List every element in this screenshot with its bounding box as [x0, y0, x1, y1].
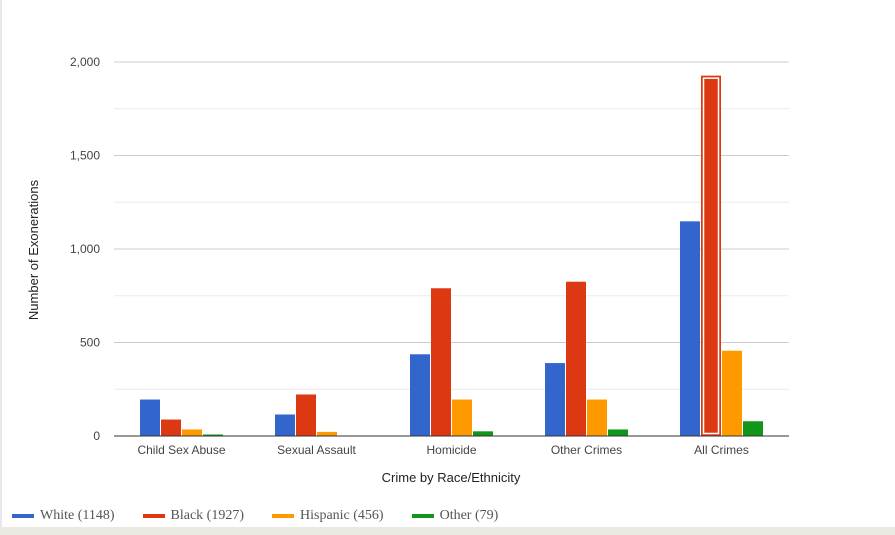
legend-label: White (1148)	[40, 508, 115, 523]
bar[interactable]	[317, 431, 337, 436]
x-tick-label: All Crimes	[694, 443, 749, 457]
bar-highlight	[702, 77, 720, 435]
bar[interactable]	[680, 221, 700, 436]
x-tick-label: Homicide	[426, 443, 476, 457]
bar[interactable]	[431, 288, 451, 436]
x-tick-label: Child Sex Abuse	[137, 443, 225, 457]
y-tick-label: 1,500	[70, 149, 100, 163]
bar[interactable]	[182, 429, 202, 436]
legend-label: Black (1927)	[170, 508, 244, 523]
bar[interactable]	[473, 431, 493, 436]
bar[interactable]	[743, 421, 763, 436]
bar[interactable]	[608, 429, 628, 436]
legend: White (1148) Black (1927) Hispanic (456) Ot…	[0, 505, 895, 527]
legend-label: Hispanic (456)	[300, 508, 384, 523]
bar[interactable]	[566, 281, 586, 436]
legend-item[interactable]: White (1148)	[12, 508, 115, 524]
bar[interactable]	[161, 419, 181, 436]
left-border	[0, 0, 2, 527]
bar[interactable]	[587, 399, 607, 436]
chart-canvas: 0 500 1,000 1,500 2,000 Child Sex Abuse Sexual…	[26, 55, 789, 485]
bar[interactable]	[452, 399, 472, 436]
legend-swatch	[411, 514, 434, 518]
legend-swatch	[142, 514, 165, 518]
bar[interactable]	[203, 434, 223, 436]
legend-swatch	[12, 514, 34, 518]
axes: 0 500 1,000 1,500 2,000 Child Sex Abuse Sexual…	[70, 55, 789, 457]
y-tick-label: 2,000	[70, 55, 100, 69]
bar[interactable]	[296, 394, 316, 436]
gridlines	[114, 61, 789, 390]
y-tick-label: 0	[93, 429, 100, 443]
x-tick-label: Sexual Assault	[277, 443, 356, 457]
legend-item[interactable]: Black (1927)	[142, 508, 244, 524]
bar[interactable]	[275, 414, 295, 436]
y-tick-label: 1,000	[70, 242, 100, 256]
y-tick-label: 500	[80, 336, 100, 350]
legend-item[interactable]: Other (79)	[411, 508, 499, 524]
bar[interactable]	[410, 354, 430, 436]
bars	[140, 75, 763, 437]
bar[interactable]	[722, 350, 742, 436]
bar[interactable]	[701, 75, 721, 436]
x-tick-label: Other Crimes	[551, 443, 622, 457]
bar[interactable]	[545, 363, 565, 436]
legend-item[interactable]: Hispanic (456)	[272, 508, 384, 524]
footer-strip	[0, 527, 895, 535]
bar-chart: 0 500 1,000 1,500 2,000 Child Sex Abuse Sexual…	[26, 55, 789, 485]
y-axis-title: Number of Exonerations	[26, 179, 41, 320]
legend-label: Other (79)	[439, 508, 499, 523]
legend-swatch	[272, 514, 294, 518]
x-axis-title: Crime by Race/Ethnicity	[382, 470, 521, 485]
bar[interactable]	[140, 399, 160, 436]
